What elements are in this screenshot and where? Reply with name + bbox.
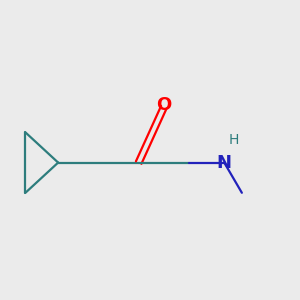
Text: H: H (229, 133, 239, 147)
Text: N: N (217, 154, 232, 172)
Text: O: O (156, 96, 172, 114)
